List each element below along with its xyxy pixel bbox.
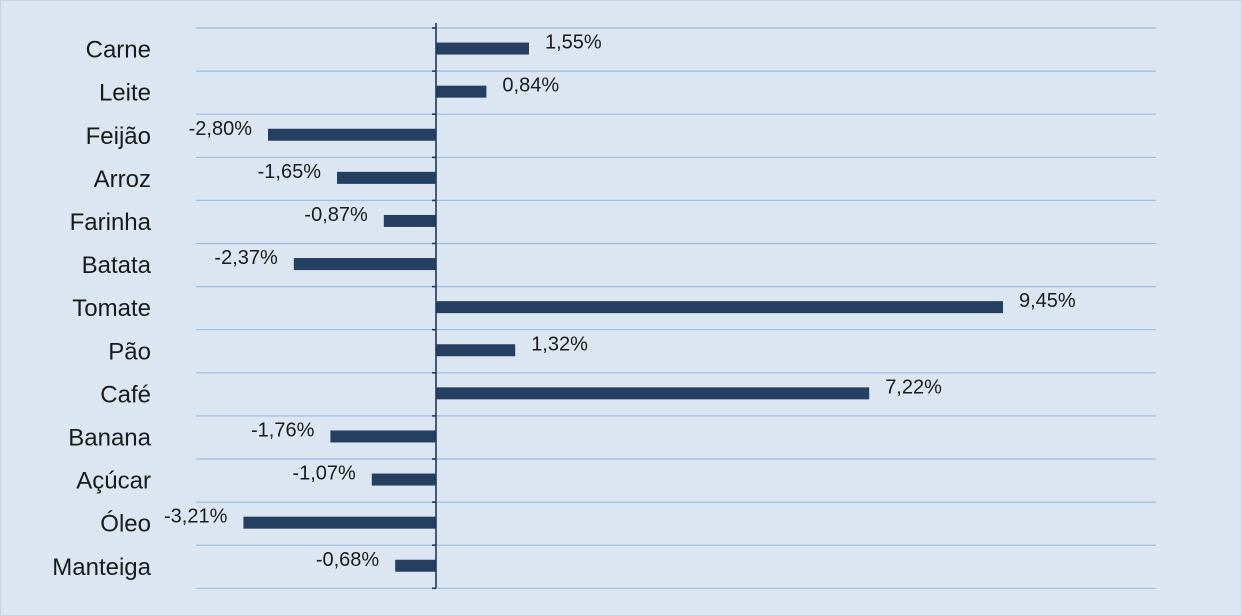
category-label: Pão [108,338,151,365]
bar-7 [436,344,516,357]
data-label: -1,65% [258,161,322,183]
data-label: -1,07% [292,463,356,485]
data-label: 1,32% [531,333,588,355]
bar-9 [330,430,436,443]
category-label: Feijão [86,123,151,150]
category-label: Arroz [94,166,151,193]
labels: Carne 1,55% Leite 0,84% Feijão -2,80% Arroz -1,… [52,32,1076,581]
category-label: Leite [99,80,151,107]
bar-1 [436,85,487,98]
data-label: 0,84% [502,75,559,97]
bar-11 [243,516,436,529]
bar-4 [383,214,436,227]
bar-5 [293,258,436,271]
category-label: Açúcar [76,468,151,495]
data-label: -0,68% [316,549,380,571]
category-label: Café [100,381,151,408]
category-label: Tomate [72,295,151,322]
data-label: -3,21% [164,506,228,528]
category-label: Manteiga [52,554,151,581]
bar-0 [436,42,529,55]
bar-8 [436,387,870,400]
data-label: -2,37% [214,247,278,269]
data-label: -0,87% [304,204,368,226]
zero-axis [432,23,437,590]
bar-2 [268,128,436,141]
data-label: 9,45% [1019,290,1076,312]
data-label: -1,76% [251,419,315,441]
category-label: Óleo [100,511,151,538]
bar-3 [337,171,436,184]
data-label: -2,80% [189,118,253,140]
bar-6 [436,301,1003,314]
data-label: 7,22% [885,376,942,398]
gridlines [196,27,1156,589]
category-label: Farinha [70,209,152,236]
category-label: Carne [86,37,151,64]
data-label: 1,55% [545,32,602,54]
bar-12 [395,559,436,572]
bars [243,42,1003,572]
category-label: Batata [82,252,152,279]
category-label: Banana [68,424,151,451]
bar-10 [371,473,436,486]
